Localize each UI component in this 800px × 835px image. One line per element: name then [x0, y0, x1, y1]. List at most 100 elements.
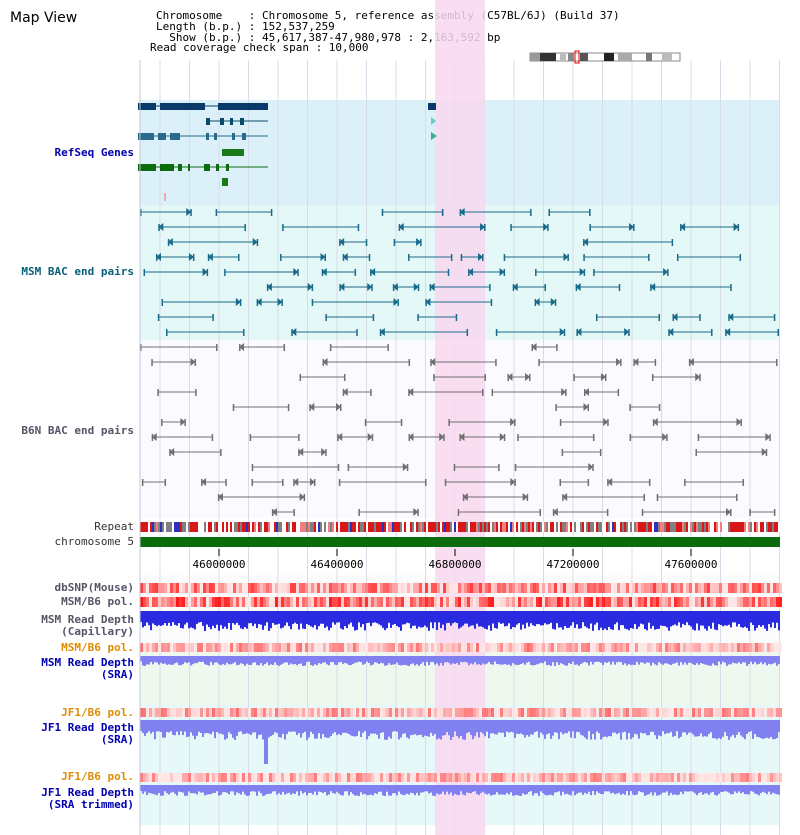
- bac-end-mark: [514, 419, 516, 426]
- read-depth-bar: [650, 720, 652, 732]
- read-depth-bar: [230, 611, 232, 630]
- repeat-segment: [364, 522, 366, 532]
- polymorphism-cell: [431, 643, 434, 652]
- read-depth-bar: [550, 611, 552, 623]
- polymorphism-cell: [383, 597, 386, 607]
- read-depth-bar: [278, 720, 280, 738]
- read-depth-bar: [234, 720, 236, 740]
- polymorphism-cell: [419, 583, 422, 593]
- read-depth-bar: [650, 785, 652, 793]
- bac-end-arrow: [439, 433, 445, 441]
- read-depth-bar: [324, 785, 326, 792]
- polymorphism-cell: [644, 583, 647, 593]
- repeat-segment: [378, 522, 380, 532]
- read-depth-bar: [476, 785, 478, 795]
- read-depth-bar: [472, 720, 474, 740]
- polymorphism-cell: [611, 708, 614, 717]
- polymorphism-cell: [275, 597, 278, 607]
- repeat-segment: [330, 522, 332, 532]
- bac-end-mark: [339, 404, 342, 411]
- read-depth-bar: [474, 656, 476, 663]
- polymorphism-cell: [710, 583, 713, 593]
- polymorphism-cell: [443, 583, 446, 593]
- polymorphism-cell: [503, 583, 506, 593]
- polymorphism-cell: [227, 708, 230, 717]
- read-depth-bar: [144, 785, 146, 792]
- read-depth-bar: [480, 656, 482, 666]
- axis-tick-label: 47200000: [546, 558, 600, 571]
- read-depth-bar: [336, 656, 338, 665]
- read-depth-bar: [462, 656, 464, 663]
- read-depth-bar: [710, 785, 712, 793]
- polymorphism-cell: [611, 583, 614, 593]
- repeat-segment: [336, 522, 338, 532]
- read-depth-bar: [308, 720, 310, 738]
- track-label-jf1-b6-pol-2: JF1/B6 pol.: [61, 770, 134, 783]
- read-depth-bar: [254, 785, 256, 792]
- read-depth-bar: [488, 656, 490, 662]
- read-depth-bar: [774, 611, 776, 629]
- polymorphism-cell: [200, 597, 203, 607]
- repeat-segment: [738, 522, 740, 532]
- read-depth-bar: [650, 656, 652, 666]
- track-label-msm-b6-pol: MSM/B6 pol.: [61, 595, 134, 608]
- polymorphism-cell: [551, 583, 554, 593]
- polymorphism-cell: [653, 643, 656, 652]
- read-depth-bar: [448, 785, 450, 795]
- repeat-segment: [494, 522, 496, 532]
- polymorphism-cell: [569, 597, 572, 607]
- repeat-segment: [478, 522, 480, 532]
- polymorphism-cell: [191, 773, 194, 782]
- read-depth-bar: [612, 720, 614, 733]
- repeat-segment: [508, 522, 510, 532]
- read-depth-bar: [742, 611, 744, 628]
- polymorphism-cell: [743, 773, 746, 782]
- bac-end-arrow: [342, 388, 348, 396]
- read-depth-bar: [740, 656, 742, 664]
- read-depth-bar: [424, 611, 426, 626]
- read-depth-bar: [736, 611, 738, 627]
- read-depth-bar: [244, 785, 246, 795]
- bac-end-mark: [606, 509, 609, 516]
- gene-exon: [170, 133, 180, 140]
- read-depth-bar: [394, 720, 396, 732]
- read-depth-bar: [300, 720, 302, 738]
- read-depth-bar: [384, 720, 386, 740]
- bac-end-mark: [417, 509, 419, 516]
- read-depth-bar: [312, 785, 314, 795]
- read-depth-bar: [252, 720, 254, 733]
- read-depth-bar: [656, 785, 658, 796]
- read-depth-bar: [720, 656, 722, 665]
- polymorphism-cell: [200, 583, 203, 593]
- polymorphism-cell: [242, 708, 245, 717]
- read-depth-bar: [766, 720, 768, 738]
- read-depth-bar: [320, 656, 322, 664]
- polymorphism-cell: [194, 597, 197, 607]
- read-depth-bar: [702, 656, 704, 664]
- polymorphism-cell: [575, 597, 578, 607]
- read-depth-bar: [766, 785, 768, 795]
- bac-end-mark: [648, 254, 650, 261]
- read-depth-bar: [686, 611, 688, 623]
- polymorphism-cell: [599, 773, 602, 782]
- polymorphism-cell: [167, 773, 170, 782]
- repeat-segment: [628, 522, 630, 532]
- polymorphism-cell: [764, 583, 767, 593]
- read-depth-bar: [740, 720, 742, 736]
- polymorphism-cell: [248, 597, 251, 607]
- bac-end-mark: [338, 479, 341, 486]
- read-depth-bar: [456, 656, 458, 663]
- read-depth-bar: [704, 611, 706, 629]
- bac-end-mark: [684, 479, 686, 486]
- bac-end-mark: [484, 224, 486, 231]
- read-depth-bar: [588, 611, 590, 629]
- repeat-segment: [646, 522, 648, 532]
- bac-end-arrow: [158, 223, 164, 231]
- read-depth-bar: [752, 656, 754, 665]
- read-depth-bar: [382, 785, 384, 796]
- read-depth-bar: [276, 656, 278, 665]
- polymorphism-cell: [617, 583, 620, 593]
- read-depth-bar: [720, 611, 722, 626]
- read-depth-bar: [446, 611, 448, 624]
